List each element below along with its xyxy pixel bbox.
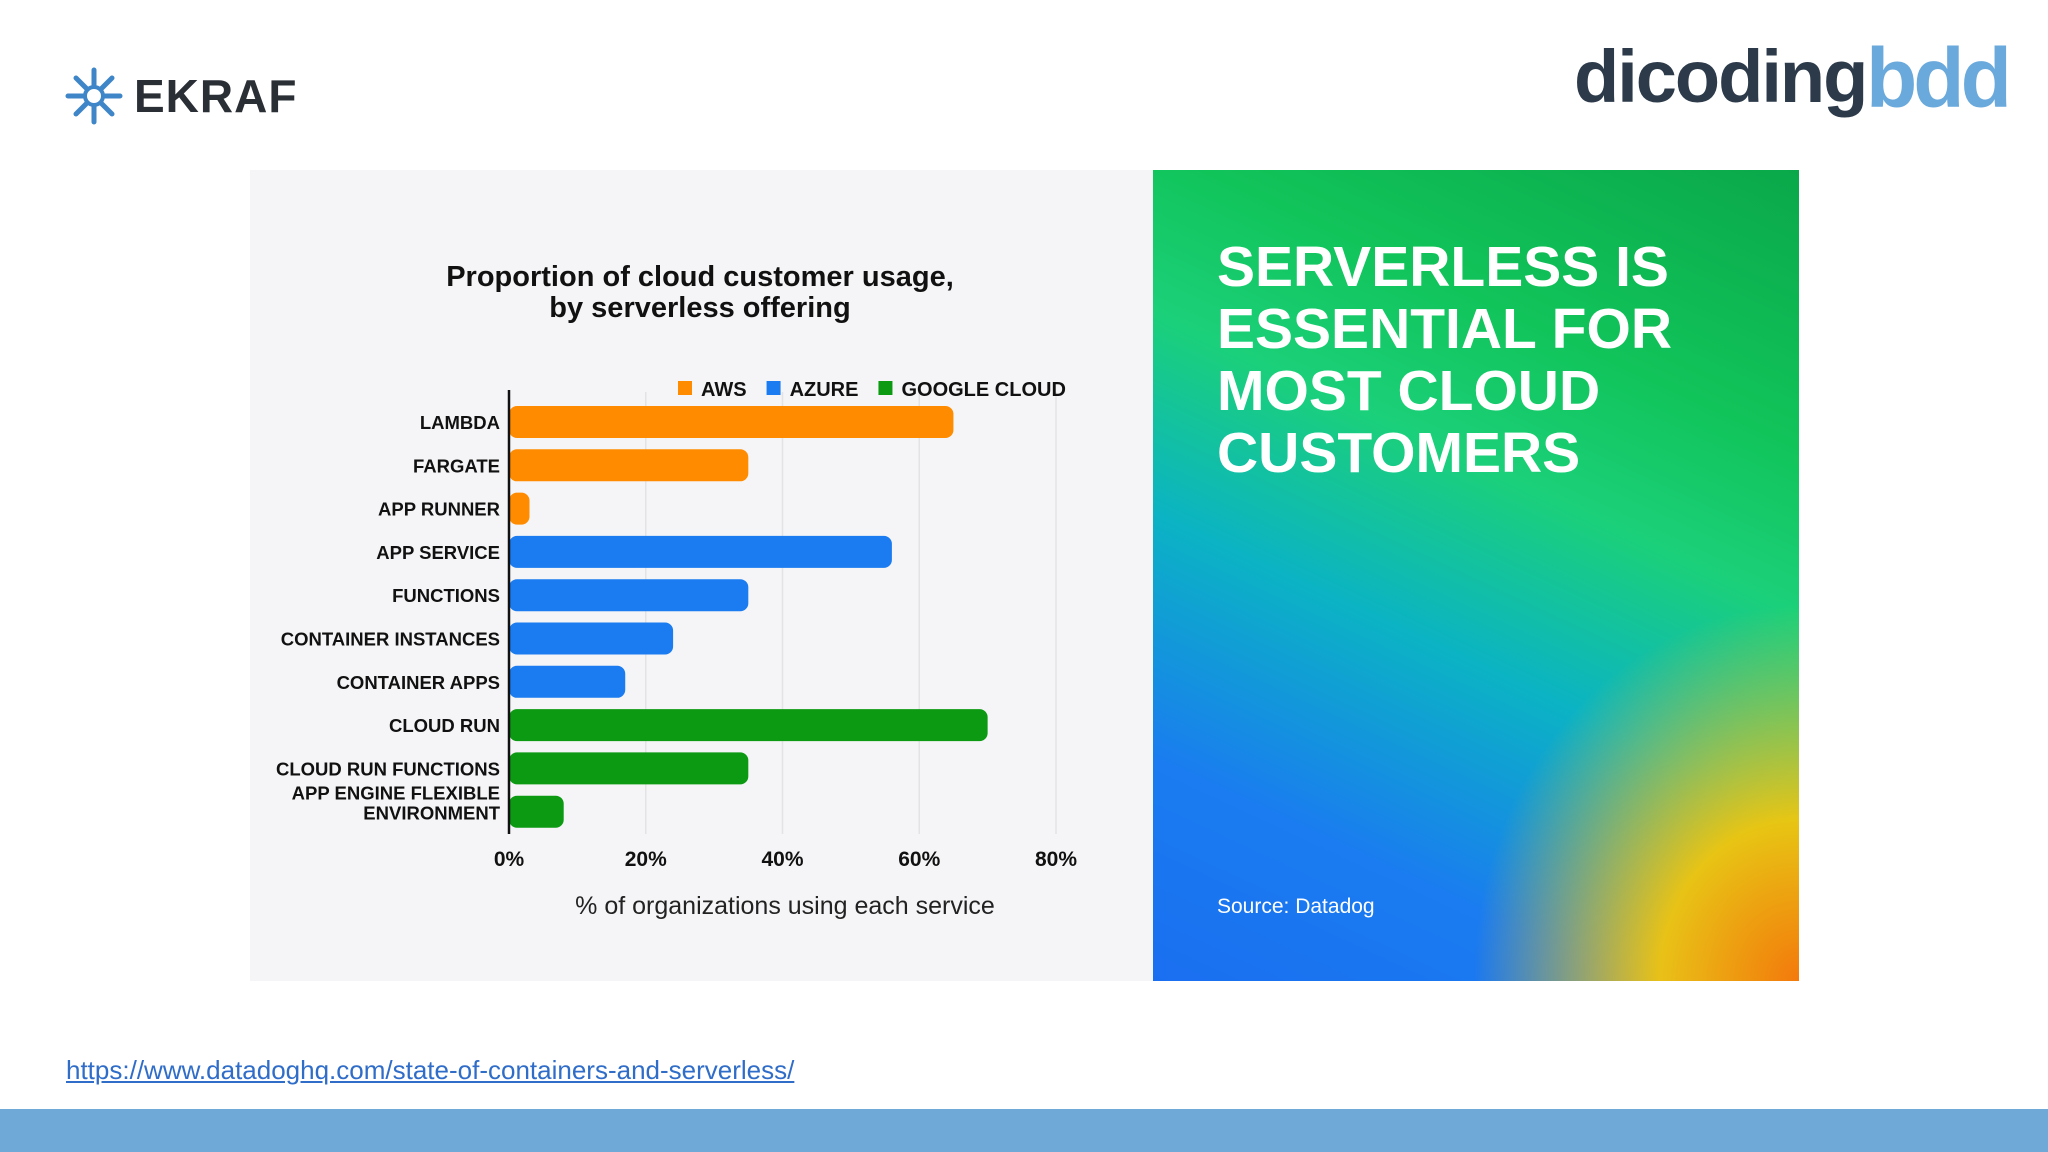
legend-label: GOOGLE CLOUD	[901, 379, 1065, 401]
headline-panel: SERVERLESS IS ESSENTIAL FOR MOST CLOUD C…	[1153, 170, 1799, 981]
category-label: APP SERVICE	[376, 542, 500, 563]
bar	[509, 622, 674, 655]
category-label: APP ENGINE FLEXIBLE ENVIRONMENT	[292, 783, 501, 824]
source-url-link[interactable]: https://www.datadoghq.com/state-of-conta…	[66, 1055, 795, 1085]
chart-title: Proportion of cloud customer usage, by s…	[350, 262, 1050, 324]
bar	[509, 795, 564, 828]
x-tick-label: 60%	[898, 848, 940, 871]
dicoding-logo: dicoding	[1574, 35, 1868, 118]
category-label-line: ENVIRONMENT	[363, 803, 500, 824]
bar	[509, 449, 749, 482]
x-axis-label: % of organizations using each service	[575, 892, 995, 920]
bar	[509, 406, 954, 438]
chart-title-line-2: by serverless offering	[549, 292, 851, 324]
x-tick-label: 0%	[494, 848, 525, 871]
category-label: CONTAINER INSTANCES	[281, 629, 500, 650]
x-tick-label: 20%	[625, 848, 667, 871]
category-label: CLOUD RUN FUNCTIONS	[276, 758, 500, 779]
ekraf-logo: EKRAF	[62, 64, 297, 128]
bdd-logo: bdd	[1866, 31, 2012, 125]
bar	[509, 492, 530, 525]
bar	[509, 579, 749, 612]
chart-title-line-1: Proportion of cloud customer usage,	[446, 261, 954, 293]
category-label: FARGATE	[413, 455, 500, 476]
category-label: LAMBDA	[420, 412, 500, 433]
panel-headline: SERVERLESS IS ESSENTIAL FOR MOST CLOUD C…	[1217, 235, 1672, 485]
legend-swatch	[878, 381, 893, 395]
chart-card	[250, 170, 1153, 981]
category-label-line: APP ENGINE FLEXIBLE	[292, 783, 500, 804]
category-label: CONTAINER APPS	[337, 672, 500, 693]
bar	[509, 709, 988, 742]
panel-source: Source: Datadog	[1217, 895, 1375, 918]
category-label: FUNCTIONS	[392, 585, 500, 606]
ekraf-snowflake-icon	[65, 67, 123, 125]
x-tick-label: 80%	[1035, 848, 1077, 871]
x-tick-label: 40%	[761, 848, 803, 871]
legend-swatch	[766, 381, 781, 395]
bar	[509, 665, 626, 698]
bar	[509, 752, 749, 785]
ekraf-logo-text: EKRAF	[134, 70, 298, 122]
bar	[509, 535, 892, 568]
legend-label: AWS	[701, 379, 747, 401]
legend-label: AZURE	[790, 379, 859, 401]
category-label: CLOUD RUN	[389, 715, 500, 736]
category-label: APP RUNNER	[378, 499, 500, 520]
footer-bar	[0, 1109, 2048, 1152]
legend-swatch	[678, 381, 692, 395]
